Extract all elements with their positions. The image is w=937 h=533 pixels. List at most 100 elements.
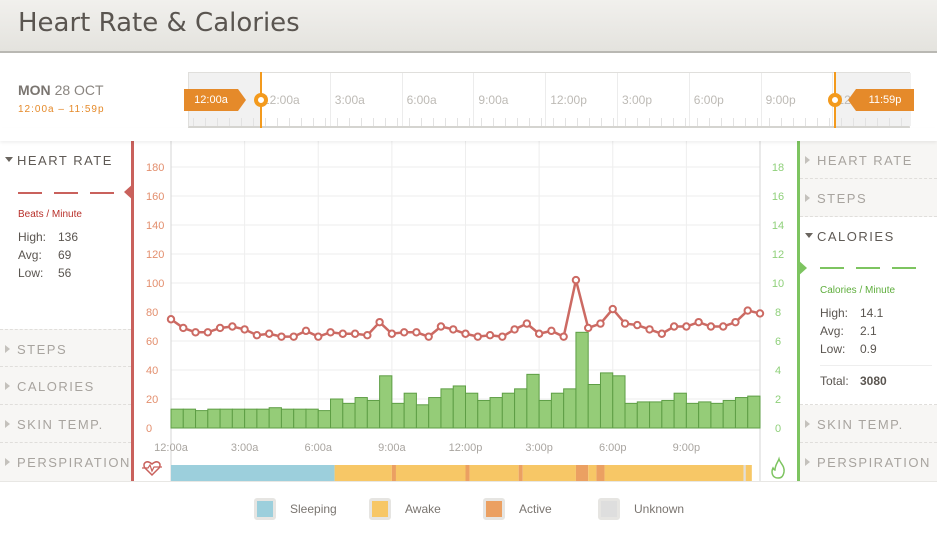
left-section-heart-rate[interactable]: HEART RATE Beats / Minute High: 136 Avg: 6… bbox=[0, 141, 131, 329]
calories-bar bbox=[452, 385, 466, 429]
section-title: CALORIES bbox=[17, 379, 95, 394]
heart-rate-point bbox=[694, 317, 703, 327]
right-section-steps[interactable]: STEPS bbox=[800, 179, 937, 217]
heart-rate-point bbox=[350, 329, 360, 338]
heart-rate-point bbox=[633, 320, 642, 330]
heart-rate-point bbox=[387, 329, 397, 338]
calories-bar bbox=[575, 331, 589, 429]
heart-rate-point bbox=[755, 309, 765, 318]
timeline-tick bbox=[697, 118, 698, 126]
left-section-skin-temp[interactable]: SKIN TEMP. bbox=[0, 405, 131, 443]
section-title: CALORIES bbox=[817, 229, 895, 244]
legend-sleeping: Sleeping bbox=[254, 498, 337, 520]
timeline-end-handle[interactable] bbox=[828, 93, 842, 107]
legend-swatch bbox=[483, 498, 505, 520]
heart-rate-point bbox=[669, 322, 679, 331]
timeline-tick bbox=[745, 118, 746, 126]
caret-right-icon bbox=[5, 345, 10, 353]
section-title: PERSPIRATION bbox=[817, 455, 931, 470]
timeline-tick bbox=[757, 118, 758, 126]
timeline-tick bbox=[817, 118, 818, 126]
timeline-scrubber[interactable]: 12:00a 3:00a 6:00a 9:00a 12:00p 3:00p 6:00p 9:0… bbox=[188, 72, 911, 128]
timeline-divider bbox=[688, 73, 690, 126]
calories-bar bbox=[354, 397, 368, 429]
timeline-tick bbox=[229, 118, 230, 126]
page-header: Heart Rate & Calories bbox=[0, 0, 937, 53]
right-section-skin-temp[interactable]: SKIN TEMP. bbox=[800, 405, 937, 443]
timeline-tick bbox=[205, 118, 206, 126]
right-section-perspiration[interactable]: PERSPIRATION bbox=[800, 443, 937, 481]
legend-label: Awake bbox=[405, 502, 441, 516]
timeline-tick bbox=[337, 118, 338, 126]
heart-rate-point bbox=[485, 331, 495, 340]
timeline-tick bbox=[289, 118, 290, 126]
right-axis-tick-label: 4 bbox=[775, 365, 781, 377]
timeline-tick bbox=[217, 118, 218, 126]
calories-bar bbox=[379, 375, 393, 429]
legend-swatch bbox=[369, 498, 391, 520]
heart-rate-point bbox=[338, 329, 347, 338]
calories-bar bbox=[538, 399, 552, 429]
timeline-tick bbox=[901, 118, 902, 126]
left-metric-panel: HEART RATE Beats / Minute High: 136 Avg: 6… bbox=[0, 141, 134, 481]
timeline-tick bbox=[397, 118, 398, 126]
timeline-tick bbox=[193, 118, 194, 126]
unit-label: Calories / Minute bbox=[820, 285, 896, 296]
date-selector[interactable]: MON 28 OCT 12:00a – 11:59p bbox=[18, 82, 105, 115]
right-section-heart-rate[interactable]: HEART RATE bbox=[800, 141, 937, 179]
caret-down-icon bbox=[5, 157, 13, 162]
calories-bar bbox=[489, 397, 503, 429]
timeline-tick bbox=[529, 118, 530, 126]
calories-bar bbox=[195, 410, 209, 429]
stats-list: High: 136 Avg: 69 Low: 56 bbox=[18, 230, 78, 284]
timeline-tick bbox=[421, 118, 422, 126]
left-section-steps[interactable]: STEPS bbox=[0, 329, 131, 367]
legend-bar: Sleeping Awake Active Unknown bbox=[0, 481, 937, 533]
left-axis-tick-label: 60 bbox=[146, 336, 158, 348]
heart-rate-point bbox=[498, 332, 507, 341]
left-section-calories[interactable]: CALORIES bbox=[0, 367, 131, 405]
calories-bar bbox=[440, 388, 454, 429]
timeline-tick bbox=[301, 118, 302, 126]
calories-bar bbox=[624, 402, 638, 429]
timeline-start-handle[interactable] bbox=[254, 93, 268, 107]
timeline-divider bbox=[760, 73, 762, 126]
page-title: Heart Rate & Calories bbox=[18, 8, 300, 38]
heart-rate-point bbox=[412, 328, 421, 337]
timeline-tick bbox=[589, 118, 590, 126]
heart-shape bbox=[143, 461, 161, 477]
section-title: HEART RATE bbox=[817, 153, 913, 168]
calories-bar bbox=[207, 408, 221, 429]
x-axis-tick-label: 12:00p bbox=[449, 442, 483, 454]
left-axis-tick-label: 80 bbox=[146, 307, 158, 319]
timeline-tick bbox=[889, 118, 890, 126]
calories-bar bbox=[305, 408, 319, 429]
timeline-ticks bbox=[189, 116, 909, 126]
timeline-tick bbox=[481, 118, 482, 126]
stats-list: High: 14.1 Avg: 2.1 Low: 0.9 Total: 3080 bbox=[820, 306, 932, 391]
right-axis-tick-label: 18 bbox=[772, 162, 784, 174]
timeline-tick bbox=[601, 118, 602, 126]
timeline-tick bbox=[853, 118, 854, 126]
section-title: STEPS bbox=[817, 191, 868, 206]
right-axis-tick-label: 14 bbox=[772, 220, 784, 232]
calories-bar bbox=[415, 404, 430, 429]
calories-bar bbox=[550, 392, 565, 429]
heart-rate-point bbox=[718, 322, 728, 331]
caret-right-icon bbox=[5, 382, 10, 390]
calories-bar bbox=[317, 410, 332, 429]
chart-svg: 0 20 40 60 80 100 120 140 160 180 0 2 4 6 8 10 12 14 16 18 1… bbox=[142, 141, 785, 481]
timeline-tick bbox=[445, 118, 446, 126]
calories-bar bbox=[501, 392, 516, 429]
heart-rate-point bbox=[596, 319, 605, 328]
heart-rate-point bbox=[608, 304, 617, 314]
x-axis-tick-label: 3:00a bbox=[231, 442, 259, 454]
calories-bar bbox=[366, 399, 381, 429]
right-section-calories[interactable]: CALORIES Calories / Minute High: 14.1 Avg… bbox=[800, 217, 937, 405]
timeline-label: 9:00a bbox=[478, 93, 509, 107]
timeline-tick bbox=[385, 118, 386, 126]
left-section-perspiration[interactable]: PERSPIRATION bbox=[0, 443, 131, 481]
heart-rate-point bbox=[277, 332, 286, 341]
calories-bar bbox=[256, 408, 270, 429]
heart-rate-point bbox=[399, 328, 409, 337]
